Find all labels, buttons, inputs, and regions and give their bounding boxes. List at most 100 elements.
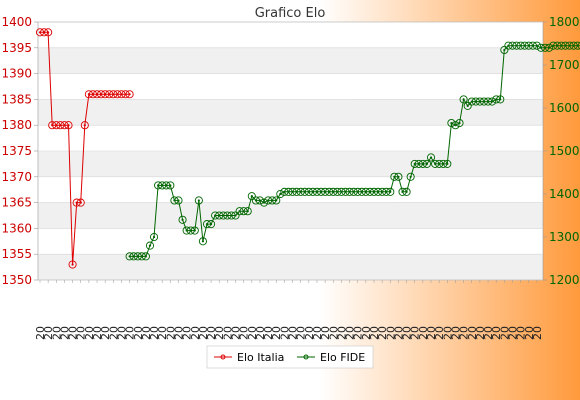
data-point-marker[interactable] <box>166 181 175 190</box>
data-point-marker[interactable] <box>194 196 203 205</box>
data-point-marker[interactable] <box>406 172 415 181</box>
y-right-tick-label: 1800 <box>549 15 580 29</box>
data-point-marker[interactable] <box>577 41 580 50</box>
data-point-marker[interactable] <box>64 121 73 130</box>
data-point-marker[interactable] <box>402 187 411 196</box>
x-tick-label: 20 <box>433 326 446 340</box>
x-tick-label: 20 <box>132 326 145 340</box>
x-tick-label: 20 <box>441 326 454 340</box>
data-point-marker[interactable] <box>276 189 285 199</box>
y-left-tick-label: 1370 <box>1 170 32 184</box>
data-point-marker[interactable] <box>125 90 134 99</box>
y-left-tick-label: 1395 <box>1 41 32 55</box>
data-point-marker[interactable] <box>145 241 155 250</box>
x-tick-label: 20 <box>189 326 202 340</box>
data-point-marker[interactable] <box>463 101 472 110</box>
data-point <box>209 223 213 226</box>
x-tick-label: 20 <box>327 326 340 340</box>
x-tick-label: 20 <box>523 326 536 340</box>
legend-label-elo-italia: Elo Italia <box>237 351 284 364</box>
data-point-marker[interactable] <box>451 121 460 130</box>
x-tick-label: 20 <box>91 326 104 340</box>
data-point <box>83 124 86 127</box>
data-point-marker[interactable] <box>198 237 207 246</box>
data-point <box>499 98 502 101</box>
x-tick-label: 20 <box>482 326 495 340</box>
data-point-marker[interactable] <box>459 95 468 104</box>
data-point <box>429 156 433 159</box>
data-point-marker[interactable] <box>573 41 580 50</box>
x-tick-label: 20 <box>115 326 128 340</box>
data-point <box>47 31 50 34</box>
plot-band <box>38 202 543 229</box>
data-point-marker[interactable] <box>141 252 150 261</box>
plot-band <box>38 176 543 203</box>
data-point-marker[interactable] <box>178 215 187 224</box>
x-tick-label: 20 <box>270 326 283 340</box>
data-point-marker[interactable] <box>496 95 505 104</box>
x-tick-label: 20 <box>221 326 234 340</box>
x-tick-label: 20 <box>531 326 544 340</box>
y-left-tick-label: 1375 <box>1 144 32 158</box>
plot-band <box>38 22 543 48</box>
data-point-marker[interactable] <box>80 121 89 130</box>
x-tick-label: 20 <box>311 326 324 340</box>
data-point-marker[interactable] <box>174 196 183 205</box>
data-point-marker[interactable] <box>532 41 541 50</box>
data-point-marker[interactable] <box>447 119 456 128</box>
data-point-marker[interactable] <box>500 45 509 55</box>
y-left-tick-label: 1400 <box>1 15 32 29</box>
data-point <box>71 263 74 266</box>
y-axis-left: 1350 1355 1360 1365 1370 1375 1380 1385 1390 1395… <box>1 15 38 287</box>
data-point-marker[interactable] <box>422 159 432 168</box>
y-left-tick-label: 1380 <box>1 118 32 132</box>
x-tick-label: 20 <box>401 326 414 340</box>
plot-area <box>37 21 544 281</box>
data-point-marker[interactable] <box>545 43 554 52</box>
x-tick-label: 20 <box>319 326 332 340</box>
data-point-marker[interactable] <box>426 153 436 162</box>
data-point-marker[interactable] <box>455 119 464 128</box>
data-point-marker[interactable] <box>44 28 53 37</box>
data-point <box>148 244 152 247</box>
data-point-marker[interactable] <box>386 187 395 196</box>
data-point <box>181 218 184 221</box>
data-point-marker[interactable] <box>443 159 452 168</box>
series-elo-italia <box>35 28 134 269</box>
data-point-marker[interactable] <box>272 196 281 205</box>
x-tick-label: 20 <box>417 326 430 340</box>
data-point <box>458 121 461 125</box>
data-point-marker[interactable] <box>68 260 77 269</box>
x-tick-label: 20 <box>498 326 511 340</box>
x-tick-label: 20 <box>360 326 373 340</box>
data-point <box>197 199 200 202</box>
data-point-marker[interactable] <box>190 226 199 235</box>
data-point-marker[interactable] <box>488 97 497 106</box>
data-point <box>152 235 156 239</box>
data-point-marker[interactable] <box>255 196 265 205</box>
x-tick-label: 20 <box>205 326 218 340</box>
data-point-marker[interactable] <box>207 220 216 229</box>
x-tick-label: 20 <box>458 326 471 340</box>
x-tick-label: 20 <box>42 326 55 340</box>
legend: Elo Italia Elo FIDE <box>206 345 374 369</box>
data-point-marker[interactable] <box>259 198 269 207</box>
x-tick-label: 20 <box>474 326 487 340</box>
x-tick-label: 20 <box>262 326 275 340</box>
y-left-tick-label: 1360 <box>1 221 32 235</box>
data-point <box>389 190 392 193</box>
data-point-marker[interactable] <box>394 172 403 181</box>
data-point-marker[interactable] <box>149 232 159 242</box>
data-point-marker[interactable] <box>243 207 252 216</box>
data-point-marker[interactable] <box>231 211 240 220</box>
x-tick-label: 20 <box>156 326 169 340</box>
data-point <box>246 210 249 213</box>
x-tick-label: 20 <box>449 326 462 340</box>
data-point <box>67 124 70 127</box>
x-tick-label: 20 <box>506 326 519 340</box>
data-point <box>177 199 180 202</box>
data-point <box>79 201 82 204</box>
data-point-marker[interactable] <box>76 198 85 207</box>
data-point-marker[interactable] <box>247 192 256 201</box>
